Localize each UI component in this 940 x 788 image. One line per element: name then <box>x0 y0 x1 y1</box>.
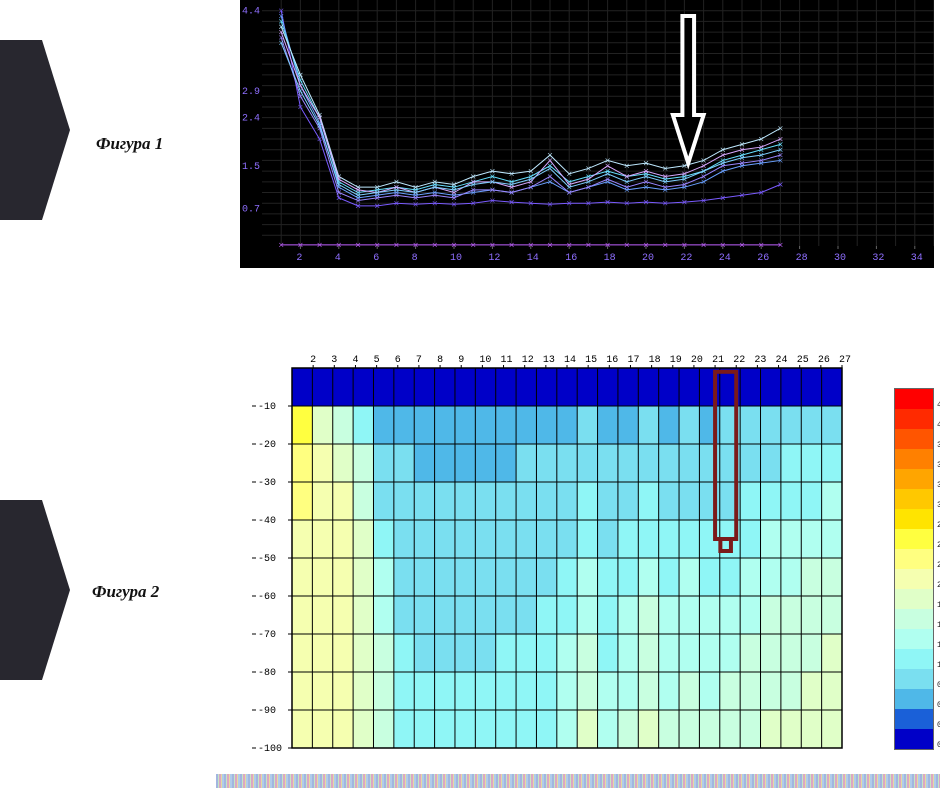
svg-text:7: 7 <box>416 355 422 366</box>
colorbar-swatch: 0.00 <box>895 729 933 749</box>
svg-text:5: 5 <box>374 355 380 366</box>
svg-text:-50: -50 <box>258 554 276 565</box>
svg-text:19: 19 <box>670 355 682 366</box>
svg-text:8: 8 <box>412 253 418 264</box>
svg-text:34: 34 <box>911 253 923 264</box>
svg-text:20: 20 <box>642 253 654 264</box>
decorative-band <box>216 774 940 788</box>
svg-text:14: 14 <box>564 355 576 366</box>
svg-text:25: 25 <box>797 355 809 366</box>
chart-1: 0.71.52.42.94.42468101214161820222426283… <box>240 0 934 268</box>
svg-text:2: 2 <box>296 253 302 264</box>
svg-text:23: 23 <box>754 355 766 366</box>
colorbar-swatch: 4.13 <box>895 409 933 429</box>
svg-text:1.5: 1.5 <box>242 162 260 173</box>
colorbar-swatch: 0.26 <box>895 709 933 729</box>
svg-text:-20: -20 <box>258 440 276 451</box>
svg-text:24: 24 <box>719 253 731 264</box>
svg-text:22: 22 <box>680 253 692 264</box>
chart-2: 2345678910111213141516171819202122232425… <box>240 348 934 772</box>
colorbar-swatch: 0.52 <box>895 689 933 709</box>
svg-text:9: 9 <box>458 355 464 366</box>
svg-text:-60: -60 <box>258 592 276 603</box>
chart-2-colorbar: 4.394.133.873.613.353.102.842.582.322.06… <box>894 388 934 750</box>
svg-text:10: 10 <box>450 253 462 264</box>
figure-1-label: Фигура 1 <box>96 134 163 154</box>
svg-text:-10: -10 <box>258 402 276 413</box>
svg-text:16: 16 <box>565 253 577 264</box>
svg-text:6: 6 <box>395 355 401 366</box>
svg-text:20: 20 <box>691 355 703 366</box>
svg-text:27: 27 <box>839 355 851 366</box>
colorbar-swatch: 3.10 <box>895 489 933 509</box>
svg-text:6: 6 <box>373 253 379 264</box>
svg-text:2: 2 <box>310 355 316 366</box>
colorbar-swatch: 2.32 <box>895 549 933 569</box>
svg-text:4: 4 <box>335 253 341 264</box>
svg-text:15: 15 <box>585 355 597 366</box>
svg-text:8: 8 <box>437 355 443 366</box>
svg-text:4: 4 <box>352 355 358 366</box>
svg-text:-30: -30 <box>258 478 276 489</box>
svg-text:-70: -70 <box>258 630 276 641</box>
svg-text:-40: -40 <box>258 516 276 527</box>
figure-2-label: Фигура 2 <box>92 582 159 602</box>
chart-1-svg: 0.71.52.42.94.42468101214161820222426283… <box>240 0 934 268</box>
svg-text:11: 11 <box>501 355 513 366</box>
svg-text:30: 30 <box>834 253 846 264</box>
svg-text:4.4: 4.4 <box>242 7 260 18</box>
chart-2-svg: 2345678910111213141516171819202122232425… <box>240 348 860 768</box>
colorbar-swatch: 3.87 <box>895 429 933 449</box>
svg-text:14: 14 <box>527 253 539 264</box>
svg-text:-90: -90 <box>258 706 276 717</box>
svg-text:21: 21 <box>712 355 724 366</box>
svg-text:2.9: 2.9 <box>242 87 260 98</box>
colorbar-swatch: 1.81 <box>895 589 933 609</box>
svg-text:24: 24 <box>776 355 788 366</box>
colorbar-swatch: 2.58 <box>895 529 933 549</box>
svg-text:26: 26 <box>818 355 830 366</box>
colorbar-swatch: 3.35 <box>895 469 933 489</box>
svg-text:12: 12 <box>522 355 534 366</box>
svg-text:13: 13 <box>543 355 555 366</box>
colorbar-swatch: 0.77 <box>895 669 933 689</box>
svg-text:-80: -80 <box>258 668 276 679</box>
side-arrow-2 <box>0 500 70 680</box>
svg-text:12: 12 <box>488 253 500 264</box>
colorbar-swatch: 2.06 <box>895 569 933 589</box>
colorbar-swatch: 3.61 <box>895 449 933 469</box>
svg-text:3: 3 <box>331 355 337 366</box>
colorbar-swatch: 1.03 <box>895 649 933 669</box>
svg-text:2.4: 2.4 <box>242 114 260 125</box>
colorbar-swatch: 1.29 <box>895 629 933 649</box>
side-arrow-1 <box>0 40 70 220</box>
svg-text:18: 18 <box>649 355 661 366</box>
svg-text:16: 16 <box>606 355 618 366</box>
svg-text:18: 18 <box>604 253 616 264</box>
svg-text:17: 17 <box>627 355 639 366</box>
colorbar-swatch: 2.84 <box>895 509 933 529</box>
colorbar-swatch: 4.39 <box>895 389 933 409</box>
svg-text:-100: -100 <box>258 744 282 755</box>
colorbar-swatch: 1.55 <box>895 609 933 629</box>
svg-text:26: 26 <box>757 253 769 264</box>
svg-text:0.7: 0.7 <box>242 205 260 216</box>
svg-text:22: 22 <box>733 355 745 366</box>
svg-text:32: 32 <box>872 253 884 264</box>
svg-text:28: 28 <box>796 253 808 264</box>
svg-text:10: 10 <box>479 355 491 366</box>
